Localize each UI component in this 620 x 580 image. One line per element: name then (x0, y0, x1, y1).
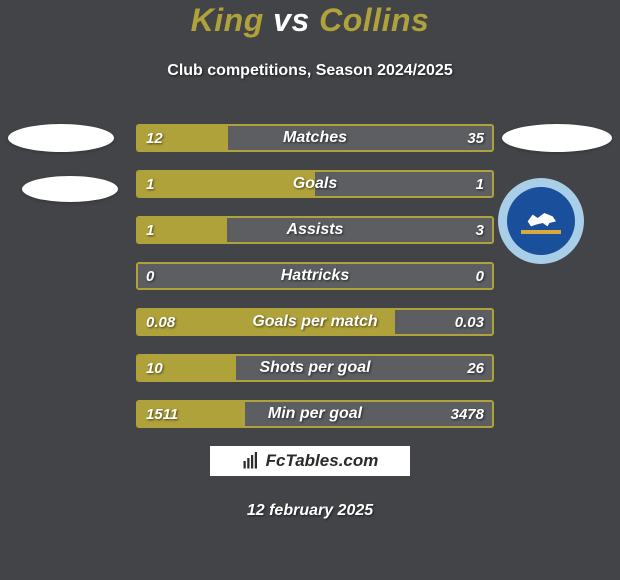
club-badge-inner (507, 187, 575, 255)
stat-row: 1026Shots per goal (136, 354, 494, 382)
stat-label: Min per goal (138, 402, 492, 426)
comparison-infographic: King vs Collins Club competitions, Seaso… (0, 0, 620, 580)
club-crest-placeholder (502, 124, 612, 152)
stat-row: 13Assists (136, 216, 494, 244)
stat-label: Assists (138, 218, 492, 242)
stat-label: Goals (138, 172, 492, 196)
club-crest-placeholder (8, 124, 114, 152)
stat-label: Goals per match (138, 310, 492, 334)
stat-label: Matches (138, 126, 492, 150)
badge-animal-icon (524, 208, 558, 228)
chart-icon (242, 452, 260, 470)
player-right-name: Collins (319, 2, 429, 38)
brand-text: FcTables.com (266, 451, 379, 471)
stat-label: Hattricks (138, 264, 492, 288)
vs-text: vs (273, 2, 310, 38)
club-badge (498, 178, 584, 264)
subtitle: Club competitions, Season 2024/2025 (0, 62, 620, 80)
brand-box: FcTables.com (210, 446, 410, 476)
page-title: King vs Collins (0, 2, 620, 39)
stat-label: Shots per goal (138, 356, 492, 380)
stat-row: 00Hattricks (136, 262, 494, 290)
date-text: 12 february 2025 (0, 502, 620, 520)
stat-row: 0.080.03Goals per match (136, 308, 494, 336)
club-crest-placeholder (22, 176, 118, 202)
player-left-name: King (191, 2, 264, 38)
badge-stripe (521, 230, 561, 234)
stat-row: 1235Matches (136, 124, 494, 152)
stat-bars: 1235Matches 11Goals 13Assists 00Hattricks 0.… (136, 124, 494, 446)
stat-row: 15113478Min per goal (136, 400, 494, 428)
stat-row: 11Goals (136, 170, 494, 198)
